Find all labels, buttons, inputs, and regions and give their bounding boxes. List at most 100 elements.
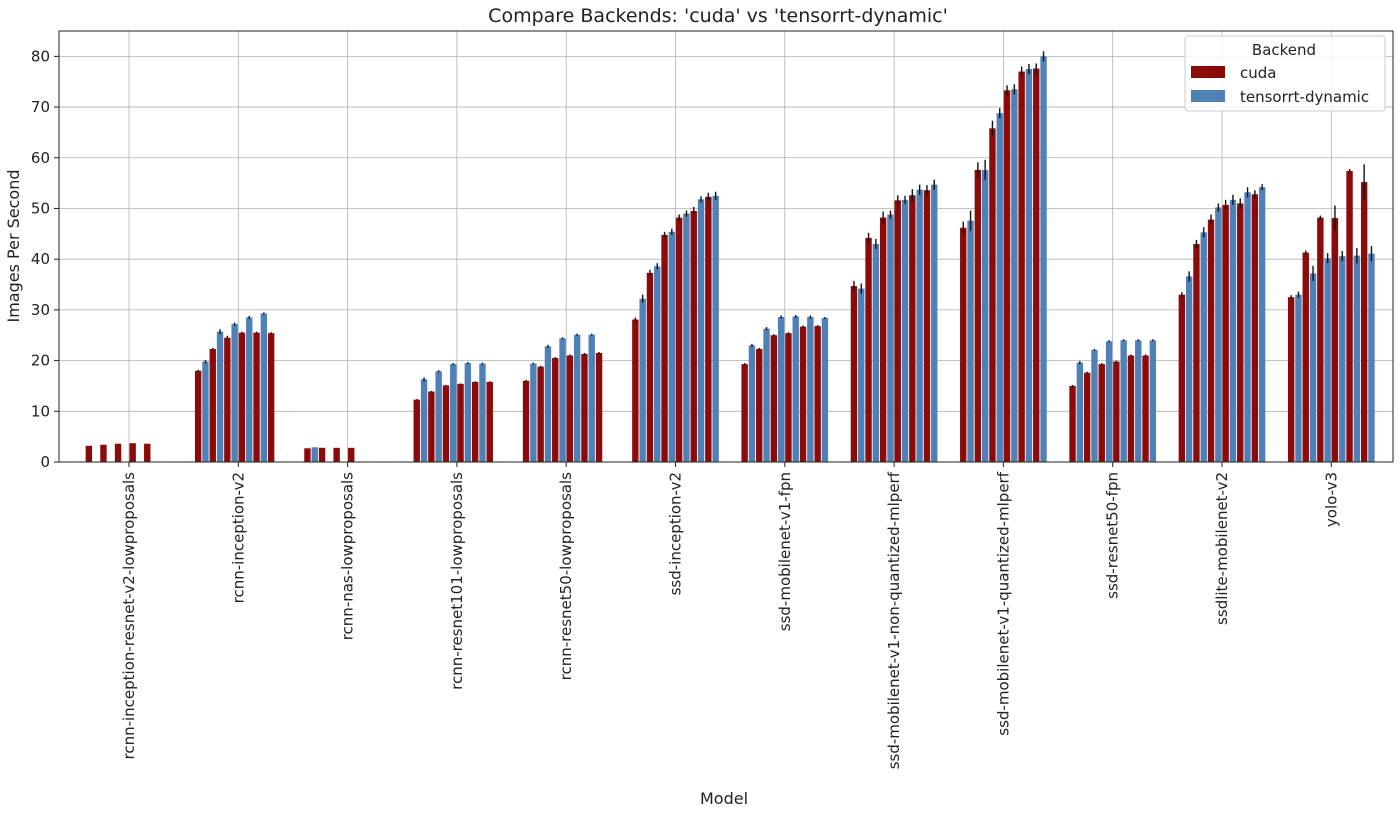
bar-cuda bbox=[129, 443, 136, 462]
bar-tensorrt-dynamic bbox=[1076, 362, 1084, 462]
grid-layer bbox=[59, 31, 1393, 462]
bar-tensorrt-dynamic bbox=[1185, 276, 1193, 462]
bar-tensorrt-dynamic bbox=[1353, 255, 1361, 462]
legend-swatch-tensorrt-dynamic bbox=[1191, 90, 1225, 102]
bar-tensorrt-dynamic bbox=[872, 243, 880, 462]
bar-cuda bbox=[799, 326, 807, 462]
bar-cuda bbox=[267, 333, 275, 462]
bar-cuda bbox=[428, 391, 435, 462]
x-tick-label: ssd-inception-v2 bbox=[667, 472, 685, 595]
bar-cuda bbox=[1331, 218, 1339, 462]
bar-tensorrt-dynamic bbox=[202, 361, 209, 462]
bar-cuda bbox=[850, 286, 858, 462]
bar-cuda bbox=[1069, 385, 1076, 462]
bar-cuda bbox=[675, 217, 683, 462]
bar-tensorrt-dynamic bbox=[1295, 294, 1302, 462]
bar-tensorrt-dynamic bbox=[1309, 273, 1317, 462]
bar-tensorrt-dynamic bbox=[1040, 56, 1047, 463]
bar-cuda bbox=[923, 190, 931, 462]
bar-tensorrt-dynamic bbox=[1258, 187, 1266, 462]
bar-cuda bbox=[144, 443, 151, 462]
y-tick-label: 50 bbox=[31, 199, 50, 217]
bar-tensorrt-dynamic bbox=[246, 317, 253, 462]
bar-cuda bbox=[785, 333, 792, 462]
bar-tensorrt-dynamic bbox=[1091, 349, 1098, 462]
bar-tensorrt-dynamic bbox=[668, 231, 676, 462]
bar-cuda bbox=[1033, 68, 1040, 463]
y-axis-label: Images Per Second bbox=[4, 170, 23, 323]
bar-tensorrt-dynamic bbox=[967, 220, 974, 462]
bar-cuda bbox=[1346, 170, 1353, 462]
bar-cuda bbox=[442, 385, 450, 462]
bar-cuda bbox=[1142, 355, 1149, 462]
bar-cuda bbox=[646, 272, 654, 462]
bar-cuda bbox=[1083, 372, 1091, 462]
bar-tensorrt-dynamic bbox=[544, 346, 552, 462]
bar-tensorrt-dynamic bbox=[1324, 258, 1331, 462]
bar-tensorrt-dynamic bbox=[530, 363, 537, 462]
bar-cuda bbox=[1098, 364, 1105, 462]
bar-cuda bbox=[909, 195, 916, 463]
bar-cuda bbox=[253, 332, 260, 462]
bar-cuda bbox=[1178, 294, 1186, 462]
bar-tensorrt-dynamic bbox=[931, 184, 938, 462]
bar-tensorrt-dynamic bbox=[573, 334, 581, 462]
bar-cuda bbox=[522, 380, 530, 462]
x-tick-label: ssd-mobilenet-v1-non-quantized-mlperf bbox=[885, 471, 903, 769]
y-tick-label: 80 bbox=[31, 47, 50, 65]
bar-cuda bbox=[756, 348, 763, 462]
x-tick-label: rcnn-inception-resnet-v2-lowproposals bbox=[120, 472, 138, 760]
bar-cuda bbox=[865, 237, 872, 462]
bar-cuda bbox=[632, 319, 639, 462]
bar-cuda bbox=[457, 383, 464, 462]
bar-cuda bbox=[348, 447, 355, 462]
bar-cuda bbox=[690, 211, 697, 462]
bar-cuda bbox=[318, 447, 326, 462]
bar-tensorrt-dynamic bbox=[1229, 199, 1237, 462]
bar-tensorrt-dynamic bbox=[712, 195, 719, 462]
bar-cuda bbox=[1360, 182, 1368, 463]
y-tick-label: 20 bbox=[31, 352, 50, 370]
bar-tensorrt-dynamic bbox=[1025, 69, 1033, 462]
bar-tensorrt-dynamic bbox=[1339, 256, 1346, 462]
bar-tensorrt-dynamic bbox=[1120, 340, 1127, 462]
bar-tensorrt-dynamic bbox=[1011, 89, 1018, 462]
legend-swatch-cuda bbox=[1191, 66, 1225, 78]
y-tick-label: 70 bbox=[31, 98, 50, 116]
legend-box bbox=[1184, 35, 1386, 112]
x-tick-label: rcnn-inception-v2 bbox=[229, 472, 247, 603]
bar-tensorrt-dynamic bbox=[887, 214, 894, 462]
bar-tensorrt-dynamic bbox=[216, 331, 224, 462]
bar-cuda bbox=[486, 381, 493, 462]
bar-cuda bbox=[566, 355, 574, 462]
bar-cuda bbox=[333, 447, 340, 462]
bar-cuda bbox=[770, 335, 778, 462]
bar-cuda bbox=[1193, 243, 1200, 462]
bar-cuda bbox=[1003, 90, 1011, 463]
bar-cuda bbox=[537, 366, 544, 462]
bar-tensorrt-dynamic bbox=[260, 313, 268, 462]
bar-tensorrt-dynamic bbox=[1105, 341, 1113, 462]
bar-tensorrt-dynamic bbox=[588, 334, 595, 462]
bar-cuda bbox=[1302, 252, 1309, 462]
bar-cuda bbox=[552, 358, 559, 462]
errorbars-layer bbox=[197, 51, 1373, 401]
bar-cuda bbox=[1237, 203, 1244, 462]
bar-cuda bbox=[741, 364, 748, 462]
bar-tensorrt-dynamic bbox=[683, 213, 690, 462]
y-tick-label: 10 bbox=[31, 402, 50, 420]
bar-cuda bbox=[1018, 71, 1025, 463]
bar-tensorrt-dynamic bbox=[654, 266, 661, 462]
x-tick-label: rcnn-resnet50-lowproposals bbox=[557, 472, 575, 681]
bar-tensorrt-dynamic bbox=[1368, 253, 1375, 462]
bar-cuda bbox=[1207, 219, 1215, 462]
x-tick-label: yolo-v3 bbox=[1322, 472, 1340, 527]
bar-tensorrt-dynamic bbox=[1215, 207, 1222, 462]
bar-cuda bbox=[1222, 204, 1229, 462]
bar-tensorrt-dynamic bbox=[559, 338, 566, 462]
legend: Backend cuda tensorrt-dynamic bbox=[1184, 35, 1386, 112]
y-tick-label: 40 bbox=[31, 250, 50, 268]
bar-cuda bbox=[85, 445, 93, 462]
x-tick-label: rcnn-nas-lowproposals bbox=[339, 472, 357, 640]
